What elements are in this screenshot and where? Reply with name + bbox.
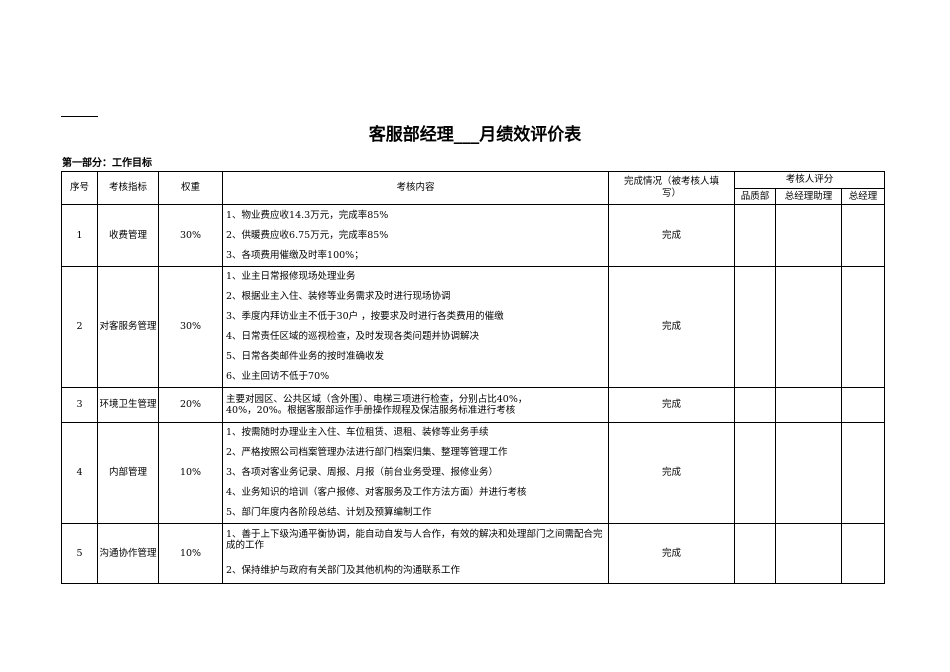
table-row: 5 沟通协作管理 10% 1、善于上下级沟通平衡协调，能自动自发与人合作，有效的… xyxy=(61,523,885,584)
row-weight: 30% xyxy=(158,204,223,267)
subheader-row: 品质部 总经理助理 总经理 xyxy=(62,188,885,205)
table-row: 1 收费管理 30% 1、物业费应收14.3万元，完成率85% 2、供暖费应收6… xyxy=(61,204,885,267)
score-gm[interactable] xyxy=(841,266,885,388)
score-quality-dept[interactable] xyxy=(734,387,776,423)
content-item: 1、业主日常报修现场处理业务 xyxy=(226,271,356,282)
score-quality-dept[interactable] xyxy=(734,523,776,584)
blank-line xyxy=(61,116,98,117)
content-item: 3、各项对客业务记录、周报、月报（前台业务受理、报修业务） xyxy=(226,467,499,478)
row-indicator: 对客服务管理 xyxy=(97,266,159,388)
score-gm-assistant[interactable] xyxy=(775,204,842,267)
row-weight: 30% xyxy=(158,266,223,388)
header-completion: 完成情况（被考核人填写） xyxy=(608,171,735,205)
content-item: 4、业务知识的培训（客户报修、对客服务及工作方法方面）并进行考核 xyxy=(226,487,527,498)
score-gm[interactable] xyxy=(841,523,885,584)
row-no: 5 xyxy=(61,523,98,584)
header-content: 考核内容 xyxy=(222,171,609,205)
section-heading: 第一部分：工作目标 xyxy=(62,158,152,169)
content-item: 2、严格按照公司档案管理办法进行部门档案归集、整理等管理工作 xyxy=(226,447,508,458)
content-item: 2、根据业主入住、装修等业务需求及时进行现场协调 xyxy=(226,291,451,302)
content-item: 1、物业费应收14.3万元，完成率85% xyxy=(226,209,389,221)
row-content: 1、业主日常报修现场处理业务 2、根据业主入住、装修等业务需求及时进行现场协调 … xyxy=(222,266,609,388)
content-item: 2、保持维护与政府有关部门及其他机构的沟通联系工作 xyxy=(226,564,461,576)
row-no: 2 xyxy=(61,266,98,388)
row-status[interactable]: 完成 xyxy=(608,523,735,584)
content-item: 1、按需随时办理业主入住、车位租赁、退租、装修等业务手续 xyxy=(226,427,489,438)
header-gm: 总经理 xyxy=(841,188,885,205)
content-item: 3、各项费用催缴及时率100%； xyxy=(226,249,364,261)
score-gm[interactable] xyxy=(841,387,885,423)
row-content: 1、按需随时办理业主入住、车位租赁、退租、装修等业务手续 2、严格按照公司档案管… xyxy=(222,422,609,524)
table-row: 4 内部管理 10% 1、按需随时办理业主入住、车位租赁、退租、装修等业务手续 … xyxy=(61,422,885,524)
content-item: 3、季度内拜访业主不低于30户 ，按要求及时进行各类费用的催缴 xyxy=(226,311,504,322)
header-gm-assistant: 总经理助理 xyxy=(775,188,842,205)
evaluation-table: 序号 考核指标 权重 考核内容 完成情况（被考核人填写） 考核人评分 品质部 总… xyxy=(61,171,885,584)
row-indicator: 沟通协作管理 xyxy=(97,523,159,584)
content-item: 6、业主回访不低于70% xyxy=(226,371,330,382)
row-content: 1、物业费应收14.3万元，完成率85% 2、供暖费应收6.75万元，完成率85… xyxy=(222,204,609,267)
table-row: 2 对客服务管理 30% 1、业主日常报修现场处理业务 2、根据业主入住、装修等… xyxy=(61,266,885,388)
content-item: 5、部门年度内各阶段总结、计划及预算编制工作 xyxy=(226,507,432,518)
content-item: 2、供暖费应收6.75万元，完成率85% xyxy=(226,229,389,241)
table-row: 3 环境卫生管理 20% 主要对园区、公共区域（含外围）、电梯三项进行检查，分别… xyxy=(61,387,885,423)
score-gm-assistant[interactable] xyxy=(775,266,842,388)
row-indicator: 收费管理 xyxy=(97,204,159,267)
content-item: 1、善于上下级沟通平衡协调，能自动自发与人合作，有效的解决和处理部门之间需配合完… xyxy=(226,528,603,551)
row-status[interactable]: 完成 xyxy=(608,387,735,423)
score-gm-assistant[interactable] xyxy=(775,422,842,524)
score-gm-assistant[interactable] xyxy=(775,523,842,584)
row-status[interactable]: 完成 xyxy=(608,204,735,267)
header-weight: 权重 xyxy=(158,171,223,205)
score-quality-dept[interactable] xyxy=(734,266,776,388)
score-gm-assistant[interactable] xyxy=(775,387,842,423)
row-content: 主要对园区、公共区域（含外围）、电梯三项进行检查，分别占比40%，40%，20%… xyxy=(222,387,609,423)
content-item: 主要对园区、公共区域（含外围）、电梯三项进行检查，分别占比40%，40%，20%… xyxy=(226,394,528,416)
row-weight: 10% xyxy=(158,523,223,584)
score-quality-dept[interactable] xyxy=(734,422,776,524)
header-reviewer-score: 考核人评分 xyxy=(734,171,885,189)
row-indicator: 环境卫生管理 xyxy=(97,387,159,423)
row-no: 4 xyxy=(61,422,98,524)
score-quality-dept[interactable] xyxy=(734,204,776,267)
row-no: 3 xyxy=(61,387,98,423)
page-title: 客服部经理___月绩效评价表 xyxy=(368,125,582,145)
score-gm[interactable] xyxy=(841,204,885,267)
content-item: 4、日常责任区域的巡视检查，及时发现各类问题并协调解决 xyxy=(226,331,480,342)
header-quality-dept: 品质部 xyxy=(734,188,776,205)
row-content: 1、善于上下级沟通平衡协调，能自动自发与人合作，有效的解决和处理部门之间需配合完… xyxy=(222,523,609,584)
row-weight: 20% xyxy=(158,387,223,423)
row-weight: 10% xyxy=(158,422,223,524)
row-status[interactable]: 完成 xyxy=(608,422,735,524)
header-indicator: 考核指标 xyxy=(97,171,159,205)
row-status[interactable]: 完成 xyxy=(608,266,735,388)
header-no: 序号 xyxy=(61,171,98,205)
content-item: 5、日常各类邮件业务的按时准确收发 xyxy=(226,351,385,362)
header-row: 序号 考核指标 权重 考核内容 完成情况（被考核人填写） 考核人评分 xyxy=(61,171,885,205)
row-no: 1 xyxy=(61,204,98,267)
row-indicator: 内部管理 xyxy=(97,422,159,524)
score-gm[interactable] xyxy=(841,422,885,524)
